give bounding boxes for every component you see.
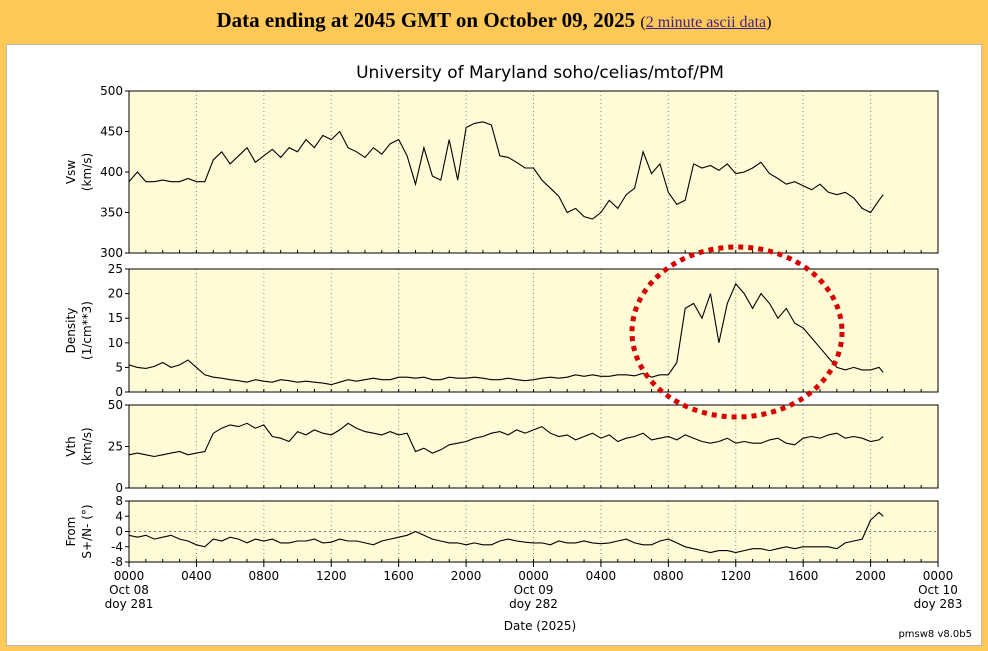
xtick-label-12: 0000: [923, 569, 954, 583]
page-header: Data ending at 2045 GMT on October 09, 2…: [0, 0, 988, 40]
panel-2-ylabel-2: (km/s): [80, 427, 94, 465]
panel-3-ytick-label-4: 8: [115, 494, 123, 508]
doy-label-1: doy 282: [509, 597, 558, 611]
panel-3-ytick-label-1: -4: [111, 540, 123, 554]
panel-3-ylabel-1: From: [64, 517, 78, 547]
doy-label-2: doy 283: [914, 597, 963, 611]
xtick-label-9: 1200: [720, 569, 751, 583]
panel-2-ytick-label-0: 0: [115, 481, 123, 495]
panel-2-ytick-label-1: 25: [108, 440, 123, 454]
panel-1-ytick-label-4: 20: [108, 287, 123, 301]
x-axis-label: Date (2025): [504, 619, 576, 633]
xtick-label-7: 0400: [586, 569, 617, 583]
panel-3-ytick-label-0: -8: [111, 555, 123, 569]
date-label-1: Oct 09: [514, 583, 554, 597]
panel-2: 0 25 50 Vth (km/s): [64, 398, 939, 495]
ascii-link-wrap: (2 minute ascii data): [640, 14, 772, 31]
solar-wind-chart: University of Maryland soho/celias/mtof/…: [64, 63, 972, 640]
xtick-label-1: 0400: [181, 569, 212, 583]
panel-1-ytick-label-5: 25: [108, 262, 123, 276]
panel-3: -8-40 48 From S+/N- (°): [64, 494, 939, 569]
panel-1-ytick-label-1: 5: [115, 360, 123, 374]
header-title: Data ending at 2045 GMT on October 09, 2…: [216, 8, 636, 32]
xtick-label-11: 2000: [855, 569, 886, 583]
highlight-ellipse: [629, 244, 845, 420]
panel-1-series-line: [128, 282, 884, 386]
panel-0-ytick-label-2: 400: [100, 165, 123, 179]
xtick-label-4: 1600: [383, 569, 414, 583]
panel-3-series-line: [128, 511, 884, 554]
highlight-ellipse-shape: [629, 244, 845, 420]
version-footer: pmsw8 v8.0b5: [898, 629, 972, 640]
xtick-label-5: 2000: [451, 569, 482, 583]
xtick-label-10: 1600: [788, 569, 819, 583]
chart-title: University of Maryland soho/celias/mtof/…: [356, 63, 724, 83]
doy-label-0: doy 281: [105, 597, 154, 611]
panel-1-ylabel-2: (1/cm**3): [80, 301, 94, 360]
panel-3-ytick-label-3: 4: [115, 509, 123, 523]
panel-0: 300 350 400 450 500 Vsw (km/s): [64, 84, 939, 260]
date-label-2: Oct 10: [918, 583, 958, 597]
panel-3-ytick-label-2: 0: [115, 525, 123, 539]
panel-0-ytick-label-0: 300: [100, 246, 123, 260]
xtick-label-6: 0000: [518, 569, 549, 583]
ascii-data-link[interactable]: 2 minute ascii data: [645, 14, 767, 31]
xtick-label-0: 0000: [114, 569, 145, 583]
panel-2-background: [129, 405, 938, 488]
panel-1-ytick-label-3: 15: [108, 311, 123, 325]
panel-0-series-line: [128, 121, 884, 220]
chart-panel: University of Maryland soho/celias/mtof/…: [6, 44, 982, 646]
panel-0-ytick-label-4: 500: [100, 84, 123, 98]
xtick-label-8: 0800: [653, 569, 684, 583]
panel-1-ytick-label-2: 10: [108, 336, 123, 350]
panel-1-ylabel-1: Density: [64, 308, 78, 354]
panel-0-ylabel-2: (km/s): [80, 153, 94, 191]
date-label-0: Oct 08: [109, 583, 149, 597]
panel-2-ylabel-1: Vth: [64, 436, 78, 457]
xtick-label-2: 0800: [249, 569, 280, 583]
panel-0-ytick-label-1: 350: [100, 206, 123, 220]
panel-3-background: [129, 501, 938, 562]
panel-0-ylabel-1: Vsw: [64, 160, 78, 184]
panel-2-series-line: [128, 422, 884, 458]
panel-1-ytick-label-0: 0: [115, 385, 123, 399]
panel-0-ytick-label-3: 450: [100, 125, 123, 139]
xtick-label-3: 1200: [316, 569, 347, 583]
panel-3-ylabel-2: S+/N- (°): [80, 504, 94, 558]
panel-1: 0 5 10 15 20 25 Density (1/cm**3): [64, 262, 939, 399]
panel-2-ytick-label-2: 50: [108, 398, 123, 412]
